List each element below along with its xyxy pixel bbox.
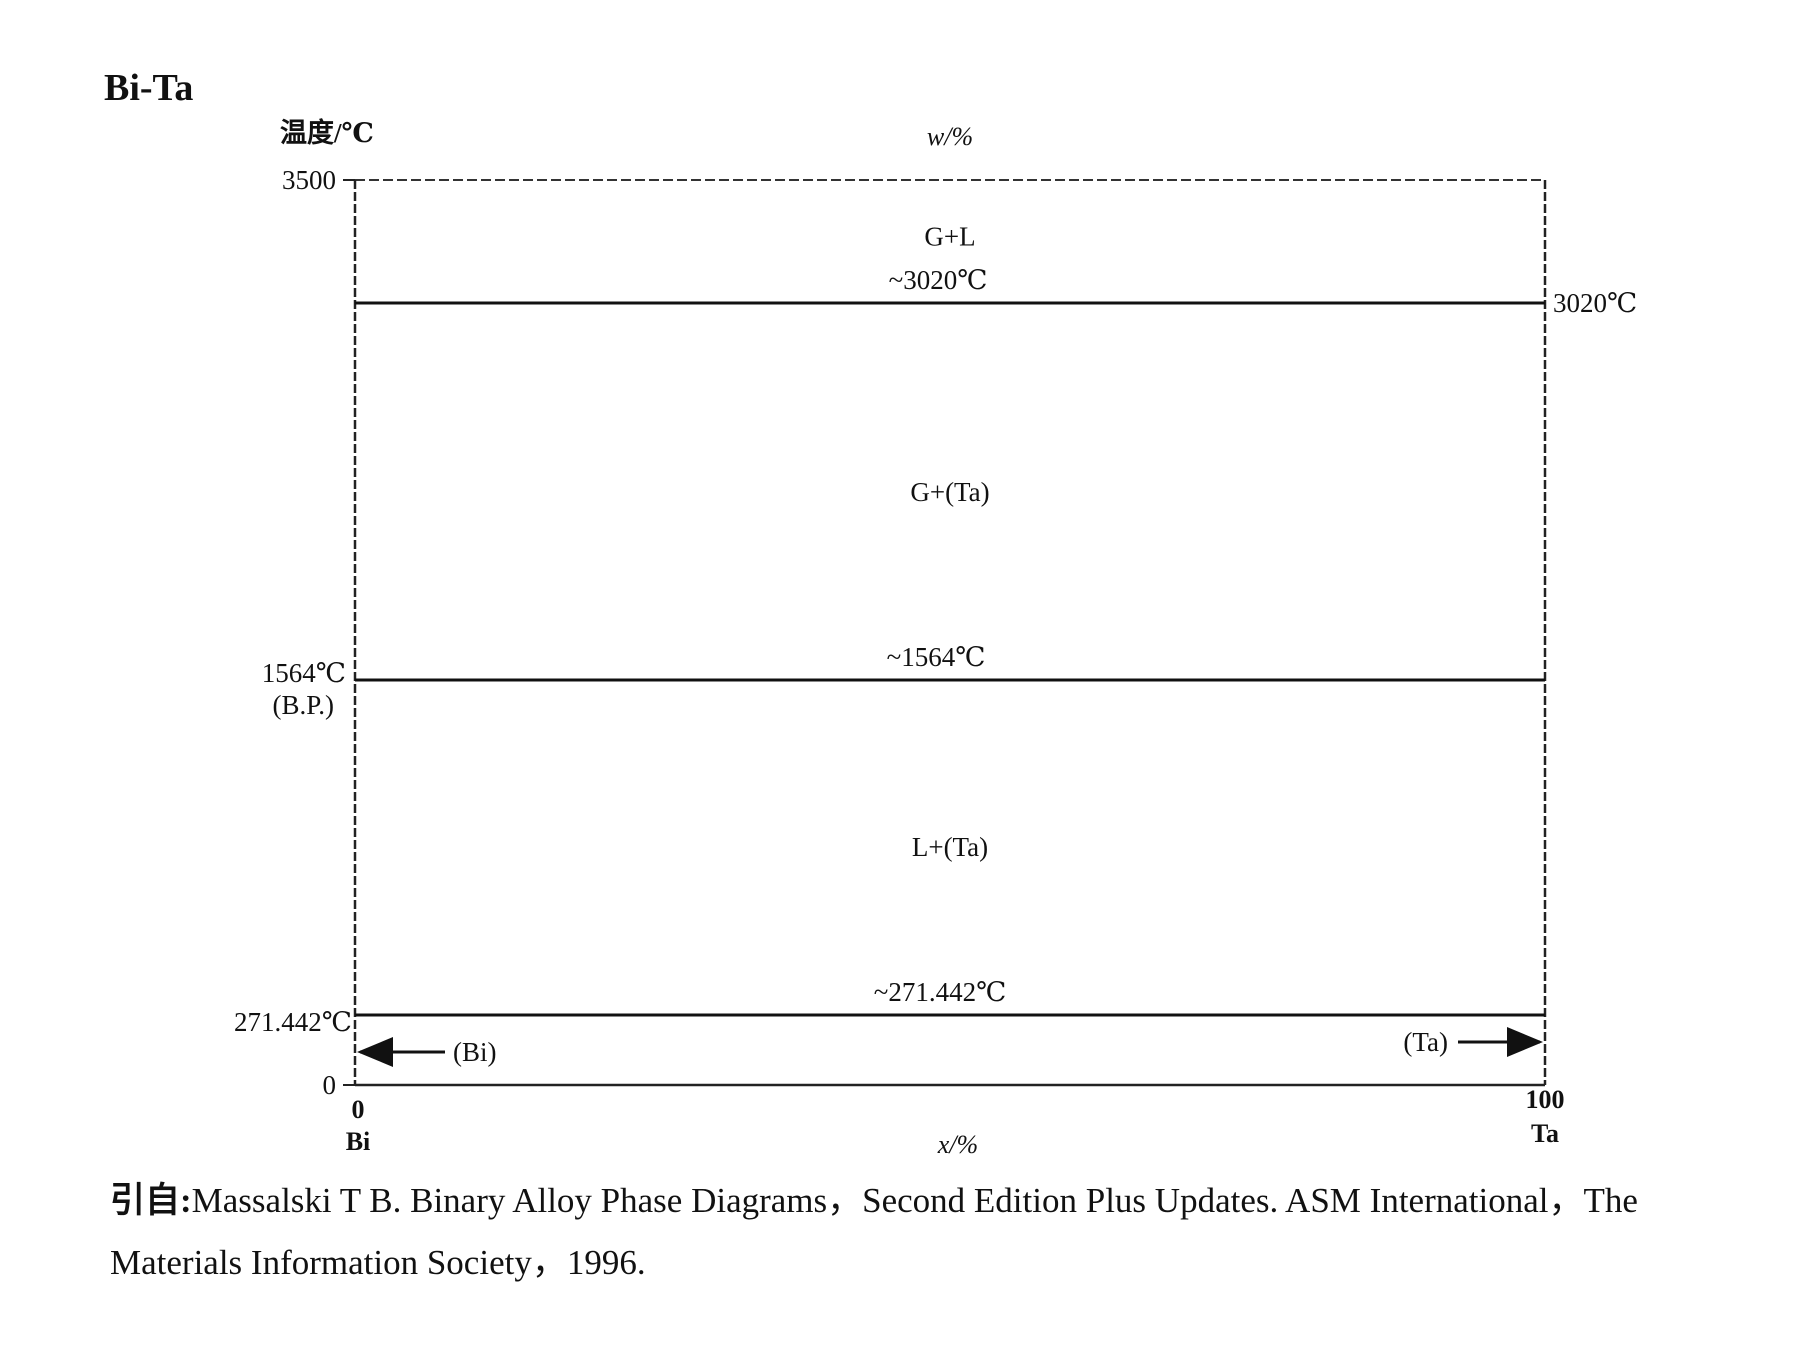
- ta-phase-label: (Ta): [1403, 1027, 1448, 1057]
- citation-line-1: 引自:Massalski T B. Binary Alloy Phase Dia…: [110, 1170, 1770, 1232]
- x-axis-label-top: w/%: [927, 122, 973, 151]
- isotherm-1564-left-label: 1564℃: [262, 658, 346, 688]
- isotherm-1564-label: ~1564℃: [887, 642, 986, 672]
- isotherm-3020-label: ~3020℃: [889, 265, 988, 295]
- region-label-g-ta: G+(Ta): [910, 477, 989, 507]
- bi-phase-label: (Bi): [453, 1037, 497, 1067]
- boiling-point-label: (B.P.): [272, 690, 334, 720]
- citation-text-1: Massalski T B. Binary Alloy Phase Diagra…: [191, 1181, 1638, 1220]
- x-tick-label-0: 0: [352, 1095, 365, 1124]
- y-axis-label: 温度/℃: [280, 117, 374, 148]
- x-tick-element-ta: Ta: [1531, 1119, 1559, 1148]
- source-citation: 引自:Massalski T B. Binary Alloy Phase Dia…: [110, 1170, 1770, 1294]
- isotherm-271-label: ~271.442℃: [874, 977, 1007, 1007]
- y-tick-label-0: 0: [323, 1070, 337, 1100]
- isotherm-3020-right-label: 3020℃: [1553, 288, 1637, 318]
- region-label-l-ta: L+(Ta): [912, 832, 988, 862]
- citation-lead: 引自:: [110, 1181, 192, 1220]
- region-label-g-l: G+L: [924, 221, 975, 251]
- x-tick-label-100: 100: [1526, 1085, 1565, 1114]
- chart-title: Bi-Ta: [104, 67, 194, 109]
- y-tick-label-3500: 3500: [282, 165, 336, 195]
- citation-line-2: Materials Information Society，1996.: [110, 1243, 646, 1282]
- isotherm-271-left-label: 271.442℃: [234, 1007, 352, 1037]
- x-tick-element-bi: Bi: [346, 1127, 371, 1156]
- x-axis-label-bottom: x/%: [937, 1130, 978, 1159]
